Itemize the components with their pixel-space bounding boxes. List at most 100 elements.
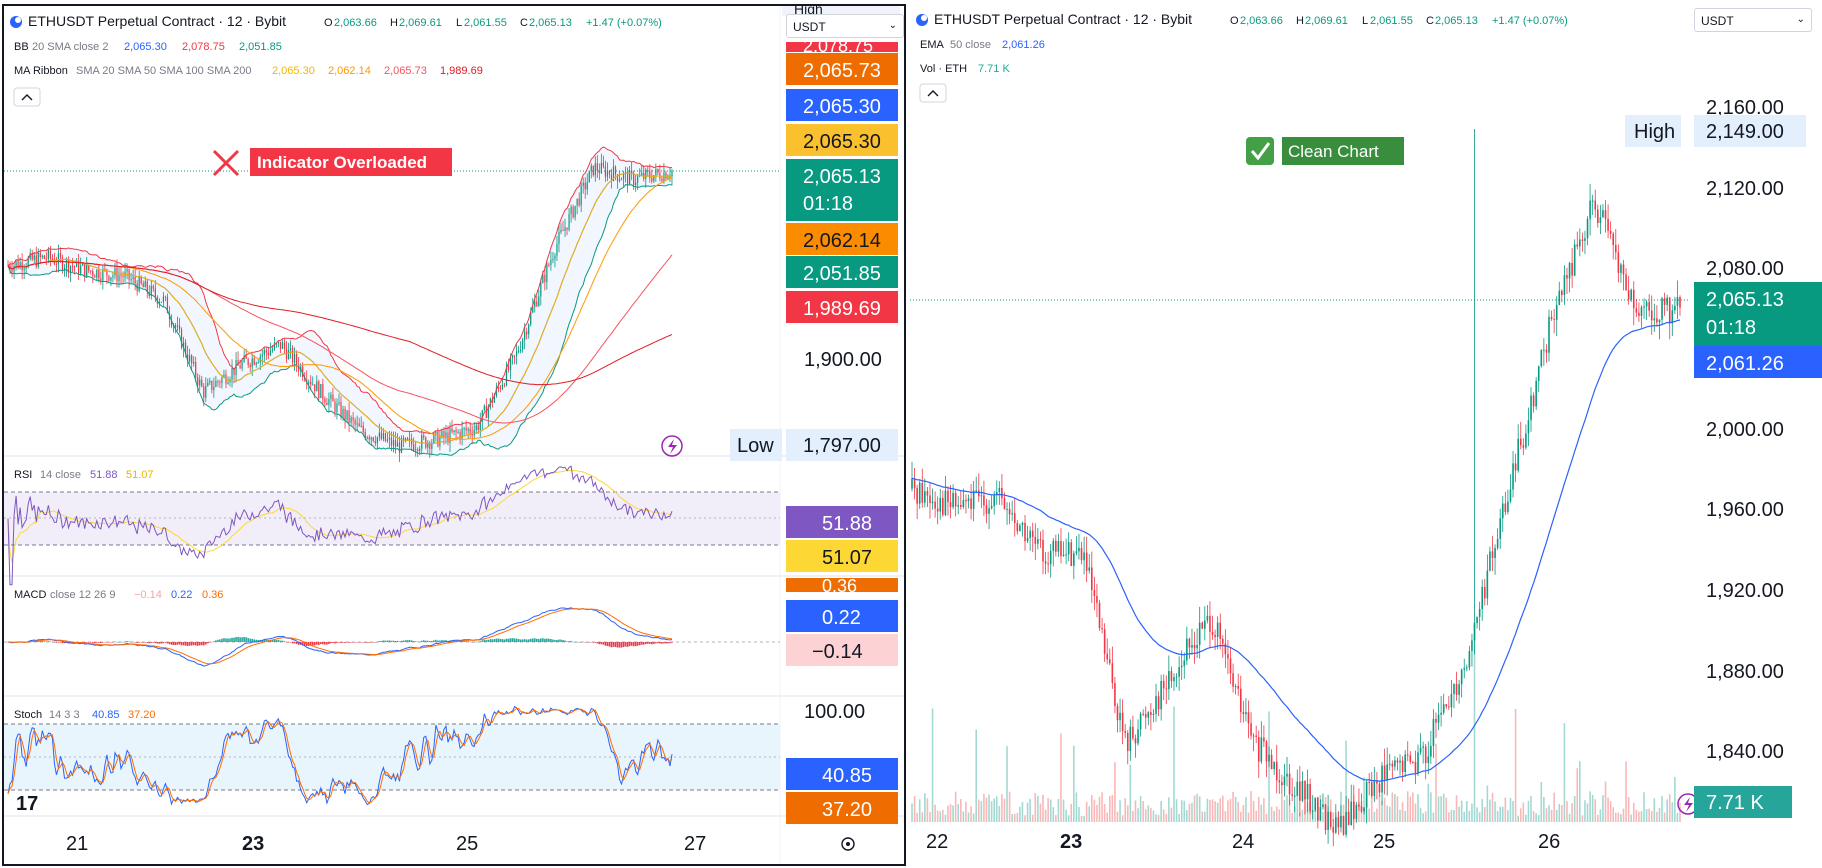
macd-histogram-bar: [441, 640, 443, 642]
candle-body: [485, 405, 487, 419]
lightning-icon[interactable]: [661, 435, 683, 457]
right-chart-canvas[interactable]: ETHUSDT Perpetual Contract · 12 · Bybit …: [910, 0, 1822, 868]
volume-bar: [1396, 796, 1399, 822]
volume-bar: [1437, 796, 1440, 822]
candle-body: [497, 387, 500, 389]
candle-body: [1273, 761, 1275, 770]
macd-histogram-bar: [243, 636, 245, 642]
macd-histogram-bar: [667, 642, 669, 644]
price-scale[interactable]: High 2,078.75 2,065.73 2,065.30 2,065.30…: [730, 6, 900, 824]
right-chart-panel[interactable]: ETHUSDT Perpetual Contract · 12 · Bybit …: [910, 0, 1822, 868]
volume-bar: [1108, 796, 1111, 822]
candle-body: [614, 166, 617, 175]
candle-body: [1011, 513, 1013, 515]
volume-bar: [1609, 801, 1612, 822]
volume-bar: [931, 708, 934, 822]
volume-bar: [1057, 798, 1060, 822]
volume-bar: [1255, 810, 1257, 822]
macd-histogram-bar: [653, 642, 655, 644]
macd-histogram-bar: [636, 642, 639, 646]
candle-body: [667, 176, 669, 179]
svg-text:EMA: EMA: [920, 39, 945, 51]
candle-body: [1486, 570, 1489, 599]
candle-body: [1517, 438, 1519, 471]
candle-body: [1335, 817, 1337, 833]
candle-body: [293, 353, 296, 363]
candle-body: [211, 380, 213, 391]
volume-bar: [1006, 746, 1008, 822]
macd-histogram-bar: [429, 641, 431, 642]
macd-histogram-bar: [158, 642, 161, 644]
collapse-legend-button[interactable]: [919, 83, 947, 103]
candle-body: [622, 173, 625, 180]
tradingview-logo[interactable]: 17: [16, 793, 38, 815]
indicator-legend-ema[interactable]: EMA 50 close 2,061.26: [920, 39, 1045, 51]
collapse-legend-button[interactable]: [13, 87, 41, 107]
volume-bar: [1114, 762, 1116, 822]
currency-select[interactable]: USDT ⌄: [1694, 8, 1812, 32]
candle-body: [35, 255, 37, 267]
stoch-legend[interactable]: Stoch 14 3 3 40.85 37.20: [14, 709, 156, 721]
settings-gear-icon[interactable]: [841, 837, 855, 851]
svg-text:+1.47 (+0.07%): +1.47 (+0.07%): [1492, 15, 1568, 27]
indicator-legend-bb[interactable]: BB 20 SMA close 2 2,065.30 2,078.75 2,05…: [14, 41, 282, 53]
candle-body: [511, 355, 514, 358]
macd-histogram-bar: [93, 642, 96, 644]
macd-histogram-bar: [592, 642, 595, 643]
currency-select[interactable]: USDT ⌄: [786, 14, 904, 38]
svg-text:H: H: [390, 17, 398, 29]
svg-text:2,065.13: 2,065.13: [529, 17, 572, 29]
volume-bar: [1257, 796, 1260, 822]
symbol-title[interactable]: ETHUSDT Perpetual Contract · 12 · Bybit: [934, 11, 1192, 27]
candle-body: [88, 264, 90, 271]
indicator-legend-ma-ribbon[interactable]: MA Ribbon SMA 20 SMA 50 SMA 100 SMA 200 …: [14, 65, 483, 77]
macd-histogram-bar: [659, 642, 661, 644]
left-chart-canvas[interactable]: ETHUSDT Perpetual Contract · 12 · Bybit …: [4, 6, 904, 864]
candle-body: [94, 275, 96, 278]
volume-bar: [1124, 798, 1126, 822]
candle-body: [1638, 312, 1640, 316]
volume-bar: [1286, 795, 1288, 822]
candle-body: [1201, 622, 1204, 629]
candle-body: [191, 355, 193, 364]
macd-histogram-bar: [241, 637, 243, 642]
candle-body: [1604, 210, 1607, 219]
candle-body: [972, 490, 975, 509]
candle-body: [1427, 756, 1430, 763]
candle-body: [939, 497, 942, 512]
price-label-bb-lower: [786, 256, 898, 288]
indicator-legend-volume[interactable]: Vol · ETH 7.71 K: [920, 63, 1010, 75]
volume-bar: [1504, 797, 1507, 822]
candle-body: [1668, 297, 1671, 324]
time-axis[interactable]: 22 23 24 25 26: [926, 831, 1560, 853]
candle-body: [475, 425, 477, 430]
candle-body: [209, 380, 211, 383]
rsi-legend[interactable]: RSI 14 close 51.88 51.07: [14, 469, 154, 481]
volume-bar: [1645, 809, 1648, 822]
macd-legend[interactable]: MACD close 12 26 9 −0.14 0.22 0.36: [14, 589, 223, 601]
candle-body: [661, 178, 663, 182]
macd-histogram-bar: [309, 642, 312, 646]
candle-body: [1198, 622, 1201, 645]
macd-histogram-bar: [602, 642, 605, 645]
time-axis[interactable]: 21 23 25 27: [66, 833, 706, 855]
macd-histogram-bar: [112, 642, 114, 643]
candle-body: [947, 490, 949, 503]
left-chart-panel[interactable]: ETHUSDT Perpetual Contract · 12 · Bybit …: [2, 4, 906, 866]
candle-body: [352, 417, 354, 421]
symbol-title[interactable]: ETHUSDT Perpetual Contract · 12 · Bybit: [28, 13, 286, 29]
macd-histogram-bar: [140, 642, 143, 643]
volume-bar: [1448, 812, 1450, 822]
candle-body: [546, 264, 548, 283]
candle-body: [281, 342, 284, 349]
svg-text:C: C: [1426, 15, 1434, 27]
price-scale[interactable]: 2,160.00 High 2,149.00 2,120.00 2,080.00…: [1625, 97, 1822, 818]
volume-bar: [1558, 803, 1561, 822]
candle-body: [1589, 200, 1591, 219]
macd-histogram-bar: [364, 642, 367, 643]
macd-histogram-bar: [295, 642, 298, 645]
macd-histogram-bar: [336, 642, 338, 643]
volume-bar: [1507, 810, 1509, 822]
volume-bar: [1180, 800, 1183, 822]
svg-text:2,063.66: 2,063.66: [334, 17, 377, 29]
